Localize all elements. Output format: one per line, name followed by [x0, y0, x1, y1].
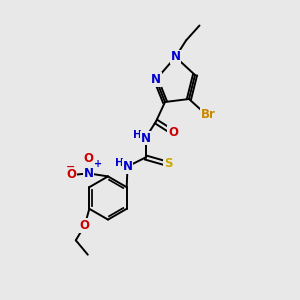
Text: H: H [115, 158, 124, 169]
Text: N: N [170, 50, 181, 64]
Text: O: O [168, 125, 178, 139]
Text: O: O [83, 152, 94, 165]
Text: H: H [133, 130, 142, 140]
Text: N: N [83, 167, 94, 180]
Text: O: O [66, 168, 76, 182]
Text: S: S [164, 157, 172, 170]
Text: N: N [140, 131, 151, 145]
Text: N: N [122, 160, 133, 173]
Text: N: N [151, 73, 161, 86]
Text: +: + [94, 159, 102, 169]
Text: −: − [66, 161, 76, 172]
Text: O: O [80, 219, 90, 232]
Text: Br: Br [201, 107, 216, 121]
